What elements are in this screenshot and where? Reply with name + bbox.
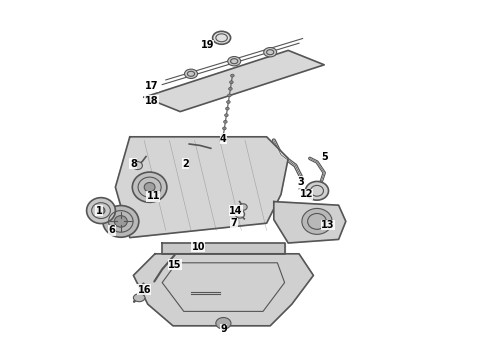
Polygon shape xyxy=(133,254,314,326)
Text: 10: 10 xyxy=(192,242,205,252)
Text: 12: 12 xyxy=(299,189,313,199)
Ellipse shape xyxy=(239,204,247,210)
Text: 2: 2 xyxy=(182,159,189,169)
Text: 13: 13 xyxy=(321,220,335,230)
Ellipse shape xyxy=(229,87,232,90)
Ellipse shape xyxy=(230,81,233,84)
Text: 15: 15 xyxy=(168,260,182,270)
Ellipse shape xyxy=(132,172,167,202)
Polygon shape xyxy=(274,202,346,243)
Ellipse shape xyxy=(114,216,127,227)
Ellipse shape xyxy=(225,107,229,110)
Text: 9: 9 xyxy=(220,324,227,334)
Ellipse shape xyxy=(231,74,234,77)
Ellipse shape xyxy=(226,100,230,103)
Ellipse shape xyxy=(221,134,225,136)
Text: 6: 6 xyxy=(108,225,115,235)
Ellipse shape xyxy=(302,208,332,234)
Text: 7: 7 xyxy=(231,218,238,228)
Ellipse shape xyxy=(216,318,231,329)
Text: 3: 3 xyxy=(297,177,304,187)
Polygon shape xyxy=(162,243,285,254)
Ellipse shape xyxy=(103,206,139,237)
Ellipse shape xyxy=(185,69,197,78)
Text: 16: 16 xyxy=(138,285,151,295)
Text: 1: 1 xyxy=(96,206,102,216)
Ellipse shape xyxy=(133,294,145,302)
Polygon shape xyxy=(116,137,288,238)
Ellipse shape xyxy=(235,210,245,218)
Text: 18: 18 xyxy=(145,96,158,106)
Ellipse shape xyxy=(224,114,228,117)
Ellipse shape xyxy=(223,120,227,123)
Ellipse shape xyxy=(228,57,241,66)
Text: 19: 19 xyxy=(200,40,214,50)
Text: 17: 17 xyxy=(145,81,158,91)
Polygon shape xyxy=(144,50,324,112)
Text: 11: 11 xyxy=(147,191,160,201)
Ellipse shape xyxy=(305,181,328,200)
Ellipse shape xyxy=(133,162,143,170)
Ellipse shape xyxy=(264,48,277,57)
Text: 4: 4 xyxy=(220,134,227,144)
Ellipse shape xyxy=(222,127,226,130)
Text: 14: 14 xyxy=(229,206,243,216)
Ellipse shape xyxy=(97,207,105,214)
Ellipse shape xyxy=(227,94,231,97)
Ellipse shape xyxy=(213,31,231,44)
Ellipse shape xyxy=(87,198,116,224)
Text: 8: 8 xyxy=(130,159,137,169)
Ellipse shape xyxy=(144,183,155,192)
Text: 5: 5 xyxy=(321,152,328,162)
